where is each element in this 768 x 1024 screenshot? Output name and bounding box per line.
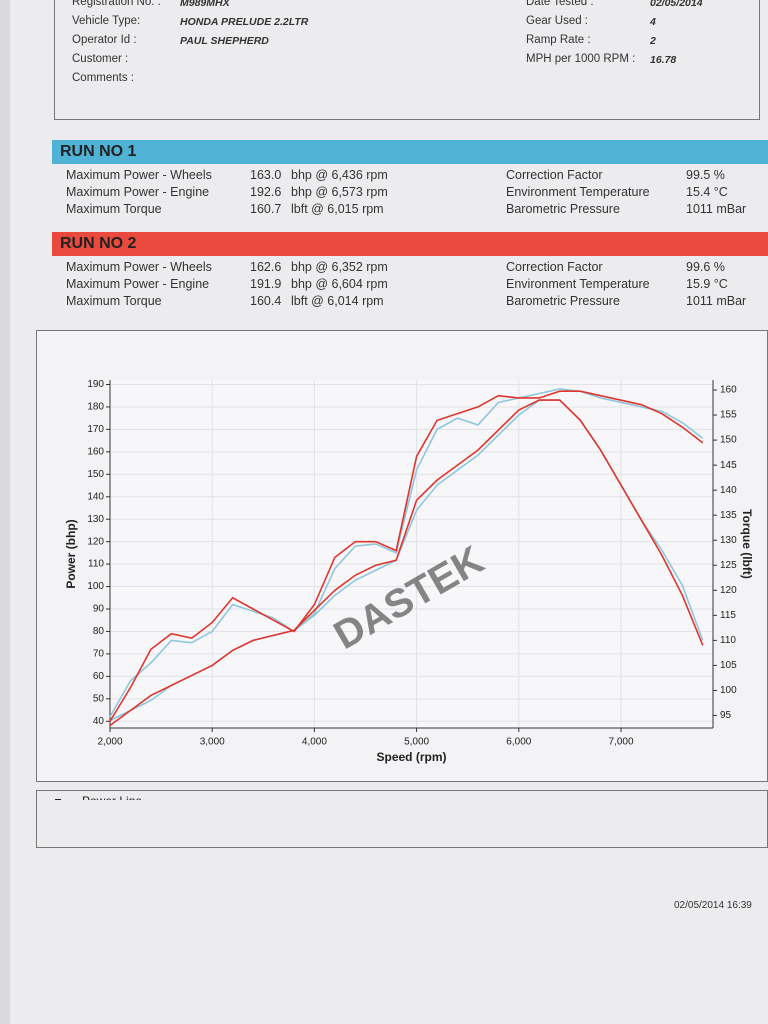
- field-value: HONDA PRELUDE 2.2LTR: [180, 16, 309, 28]
- y2-axis-title: Torque (lbft): [740, 509, 754, 579]
- y-tick-label: 140: [87, 491, 104, 502]
- condition-value: 1011 mBar: [686, 294, 747, 308]
- chart: 40 50 60 70 80 90 100 110 120 130 140 150 160 170 180 1…: [55, 379, 754, 800]
- y-tick-label: 80: [93, 626, 105, 637]
- y-tick-label: 110: [88, 559, 104, 570]
- series-line: [109, 390, 704, 722]
- y-tick-label: 40: [93, 716, 105, 727]
- y-tick-label: 150: [87, 469, 104, 480]
- condition-value: 15.9 °C: [686, 277, 728, 291]
- result-label: Maximum Power - Wheels: [66, 168, 212, 182]
- result-label: Maximum Power - Engine: [66, 185, 210, 199]
- y-tick-label: 120: [87, 536, 104, 547]
- y2-tick-label: 115: [720, 610, 736, 621]
- legend-marker: [55, 799, 61, 800]
- field-label: Ramp Rate :: [526, 34, 591, 46]
- y-tick-label: 90: [93, 604, 105, 615]
- y-axis-title: Power (bhp): [64, 519, 78, 588]
- y-tick-label: 160: [87, 446, 104, 457]
- y-tick-label: 190: [87, 379, 104, 390]
- y2-tick-label: 145: [720, 460, 737, 471]
- y2-tick-label: 160: [720, 385, 737, 396]
- field-label: Registration No. :: [72, 0, 161, 8]
- y2-tick-label: 105: [720, 660, 737, 671]
- x-tick-label: 6,000: [506, 737, 531, 748]
- header-box: [54, 0, 760, 120]
- series-line: [109, 399, 704, 727]
- result-label: Maximum Power - Engine: [66, 277, 210, 291]
- condition-label: Environment Temperature: [506, 277, 650, 291]
- field-value: PAUL SHEPHERD: [180, 35, 269, 47]
- x-tick-label: 3,000: [200, 737, 225, 748]
- y-tick-label: 60: [93, 671, 105, 682]
- result-value: 160.4: [250, 294, 282, 308]
- y2-tick-label: 100: [720, 685, 737, 696]
- field-label: Comments :: [72, 72, 134, 84]
- x-tick-label: 4,000: [302, 737, 327, 748]
- condition-value: 99.5 %: [686, 168, 725, 182]
- condition-value: 15.4 °C: [686, 185, 728, 199]
- field-value: 4: [650, 16, 656, 28]
- y2-tick-label: 95: [720, 710, 732, 721]
- y-tick-label: 70: [93, 649, 105, 660]
- result-value: 162.6: [250, 260, 282, 274]
- y-tick-label: 170: [87, 424, 104, 435]
- field-value: 16.78: [650, 54, 677, 66]
- y2-tick-label: 125: [720, 560, 737, 571]
- result-value: 163.0: [250, 168, 282, 182]
- result-label: Maximum Torque: [66, 202, 162, 216]
- field-label: Date Tested :: [526, 0, 594, 8]
- legend-label: Power Line: [82, 794, 142, 800]
- result-unit: bhp @ 6,436 rpm: [291, 168, 388, 182]
- field-value: M989MHX: [180, 0, 230, 9]
- result-value: 160.7: [250, 202, 282, 216]
- y2-tick-label: 150: [720, 435, 737, 446]
- condition-label: Barometric Pressure: [506, 294, 620, 308]
- y2-tick-label: 140: [720, 485, 737, 496]
- result-unit: lbft @ 6,015 rpm: [291, 202, 384, 216]
- x-axis-title: Speed (rpm): [376, 750, 446, 764]
- y2-tick-label: 155: [720, 410, 737, 421]
- x-tick-label: 7,000: [609, 737, 634, 748]
- condition-label: Barometric Pressure: [506, 202, 620, 216]
- y-tick-label: 180: [87, 402, 104, 413]
- field-label: Vehicle Type:: [72, 15, 141, 27]
- result-label: Maximum Torque: [66, 294, 162, 308]
- field-label: Customer :: [72, 53, 129, 65]
- condition-label: Correction Factor: [506, 168, 603, 182]
- condition-value: 99.6 %: [686, 260, 725, 274]
- timestamp: 02/05/2014 16:39: [674, 900, 752, 911]
- field-label: Operator Id :: [72, 34, 137, 46]
- y2-tick-label: 120: [720, 585, 737, 596]
- condition-label: Environment Temperature: [506, 185, 650, 199]
- result-unit: bhp @ 6,573 rpm: [291, 185, 388, 199]
- plot-area: [110, 380, 713, 728]
- y2-tick-label: 110: [720, 635, 736, 646]
- y2-tick-label: 135: [720, 510, 737, 521]
- y-tick-label: 130: [87, 514, 104, 525]
- series-line: [109, 388, 704, 718]
- x-tick-label: 2,000: [97, 737, 122, 748]
- field-value: 2: [650, 35, 656, 47]
- field-label: Gear Used :: [526, 15, 588, 27]
- run-banner: RUN NO 2: [52, 232, 768, 256]
- page: RUN NO 1 RUN NO 2 40 50 60 70 80 90 100 110 120 1…: [10, 0, 768, 1024]
- y-tick-label: 50: [93, 693, 105, 704]
- field-value: 02/05/2014: [650, 0, 703, 9]
- legend-box: [36, 790, 768, 848]
- condition-value: 1011 mBar: [686, 202, 747, 216]
- field-label: MPH per 1000 RPM :: [526, 53, 636, 65]
- condition-label: Correction Factor: [506, 260, 603, 274]
- result-unit: bhp @ 6,604 rpm: [291, 277, 388, 291]
- x-tick-label: 5,000: [404, 737, 429, 748]
- run-banner: RUN NO 1: [52, 140, 768, 164]
- result-value: 192.6: [250, 185, 282, 199]
- result-unit: lbft @ 6,014 rpm: [291, 294, 384, 308]
- y2-tick-label: 130: [720, 535, 737, 546]
- result-value: 191.9: [250, 277, 282, 291]
- result-unit: bhp @ 6,352 rpm: [291, 260, 388, 274]
- y-tick-label: 100: [87, 581, 104, 592]
- result-label: Maximum Power - Wheels: [66, 260, 212, 274]
